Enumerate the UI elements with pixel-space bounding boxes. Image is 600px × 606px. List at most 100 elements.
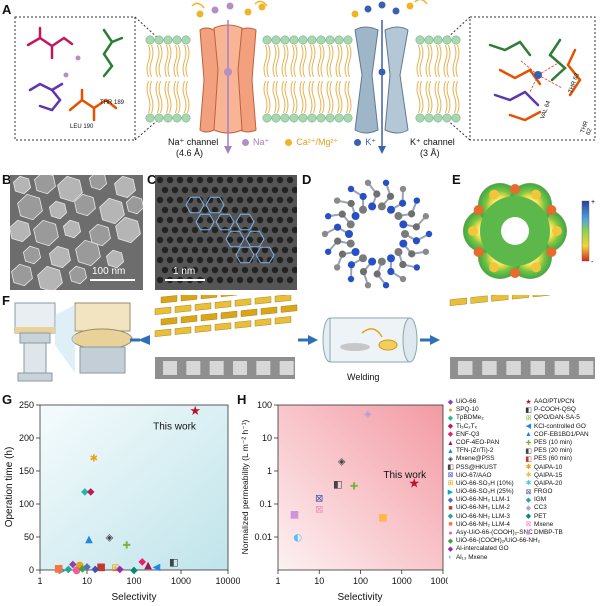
legend-label: UiO-66-SO₃H (25%) [456,488,514,496]
lipid-head-bottom [181,113,191,123]
legend-item: ◧ P-COOH-QSQ [525,406,589,414]
data-point: ⊞ [111,563,119,574]
legend-item: ◆ TpBDMe₂ [447,414,540,422]
atom [359,268,368,276]
legend-item: ▲ COF-EB1BD1/PAN [525,431,589,439]
ca-ion-legend-label: Ca²⁺/Mg²⁺ [296,137,339,147]
data-point: ⊠ [315,494,323,505]
k-ion-legend-icon [354,139,362,146]
fabrication-schematic [14,295,595,382]
nanosheet [491,295,509,302]
atom [399,275,407,283]
legend-marker: ⊠ [525,488,532,496]
y-tick-label: 0 [29,565,34,575]
atom [368,257,377,266]
atom [382,179,390,186]
atom [359,205,367,214]
legend-label: UiO-66-SO₃H (10%) [456,479,514,487]
nanosheet [154,306,172,315]
y-tick-label: 250 [19,400,34,410]
legend-label: UiO-66-NH₂ LLM-1 [456,496,510,504]
legend-label: TFN-(Zr/Ti)-2 [456,447,494,455]
mof-crystal [115,216,141,244]
legend-marker: ◆ [447,414,454,422]
esp-spot [546,247,557,257]
mof-crystal [99,197,125,225]
legend-marker: ★ [525,398,532,406]
sem-scale-bar [90,279,135,281]
legend-item: ✱ QAIPA-10 [525,464,589,472]
chart-g-xlabel: Selectivity [111,592,156,603]
atom [324,213,332,220]
legend-marker: ◧ [525,455,532,463]
panel-label-c: C [147,172,157,187]
legend-item: ■ DMBP-TB [525,529,589,537]
mof-crystal [22,245,42,265]
legend-label: P-COOH-QSQ [534,406,576,414]
nanosheet [180,315,198,324]
legend-label: PET [534,512,547,520]
legend-marker: ◧ [525,406,532,414]
residue-sticks-left [26,26,124,122]
legend-marker: ◀ [525,423,532,431]
legend-marker: ■ [526,529,531,537]
legend-item: ◆ UiO-66 [447,398,540,406]
lipid-head-bottom [316,113,326,123]
atom [408,250,416,258]
hrtem-image: 1 nm [155,175,297,290]
esp-colorbar-minus: - [591,259,594,266]
lipid-head-bottom [289,113,299,123]
x-tick-label: 10000 [215,576,240,586]
atom [324,248,332,255]
nanosheet [180,295,198,302]
legend-label: IGM [534,496,547,504]
y-tick-label: 150 [19,466,34,476]
x-tick-label: 10 [314,576,324,586]
panel-label-g: G [2,392,13,407]
data-point: ✱ [90,453,98,464]
legend-label: PES (60 min) [534,455,573,463]
lipid-head-bottom [433,113,443,123]
atom [377,202,386,211]
nanosheet [532,295,550,298]
mof-crystal [114,175,136,199]
nanosheet [274,295,292,303]
lipid-head-top [424,35,434,45]
electrostatic-potential-map: + - [463,183,595,279]
welding-tube [322,317,418,363]
lattice-hexagon [185,196,205,214]
data-point: ▲ [144,560,152,571]
panel-label-e: E [452,172,461,187]
lipid-head-bottom [334,113,344,123]
panel-label-d: D [302,172,312,187]
nanosheet [449,297,467,306]
mof-crystal [48,200,68,220]
legend-marker: ◆ [525,505,532,513]
lipid-head-bottom [172,113,182,123]
data-point: ◆ [130,565,138,576]
hrtem-lattice [156,176,297,284]
chart-h-ylabel: Normalized permeability (L m⁻² h⁻¹) [240,419,250,554]
k-channel-protein [354,20,409,154]
lipid-head-top [271,35,281,45]
data-point: ▲ [85,534,93,545]
atom [401,230,409,238]
legend-marker: ■ [448,521,453,529]
mof-crystal [74,193,96,217]
atom [364,179,372,186]
atom [338,210,346,218]
residue-label-thr189: THR 189 [100,100,125,106]
legend-item: ⊠ FRGO [525,488,589,496]
ca-ion-legend-icon [285,139,293,146]
nanosheet [214,322,232,331]
atom [347,261,356,269]
legend-marker: ◆ [447,537,454,545]
legend-marker: ● [448,529,453,537]
esp-colorbar-plus: + [591,199,595,206]
y-tick-label: 100 [257,400,272,410]
atom [351,247,360,256]
atom [346,239,355,248]
lipid-head-top [316,35,326,45]
x-tick-label: 1000 [171,576,191,586]
atom [413,264,421,271]
